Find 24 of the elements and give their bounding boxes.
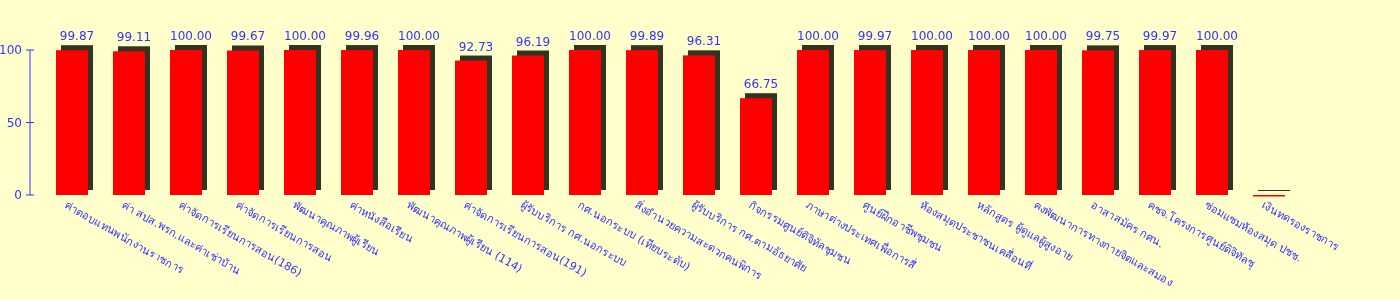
data-label: 100.00 (797, 29, 839, 43)
y-tick-label: 0 (14, 188, 22, 202)
data-label: 96.31 (686, 34, 722, 49)
data-label: 99.97 (1142, 29, 1178, 44)
data-label: 99.89 (629, 29, 665, 44)
data-label: 99.87 (59, 29, 95, 44)
data-label: 100.00 (1025, 29, 1067, 43)
data-label: 100.00 (968, 29, 1010, 43)
y-tick-label: 50 (6, 115, 22, 130)
data-label: 99.96 (344, 29, 380, 44)
y-tick-label: 100 (0, 43, 22, 57)
data-label: 100.00 (911, 29, 953, 43)
data-label: 100.00 (398, 29, 440, 43)
data-label: 92.73 (458, 39, 494, 54)
data-label: 100.00 (284, 29, 326, 43)
data-label: 66.75 (743, 77, 779, 92)
data-label: 100.00 (170, 29, 212, 43)
data-label: 99.97 (857, 29, 893, 44)
data-label: 96.19 (515, 34, 551, 49)
data-label: 99.75 (1085, 29, 1121, 44)
data-label: 100.00 (569, 29, 611, 43)
data-label: 99.11 (116, 30, 152, 45)
data-label: 99.67 (230, 29, 266, 44)
data-label: 100.00 (1196, 29, 1238, 43)
